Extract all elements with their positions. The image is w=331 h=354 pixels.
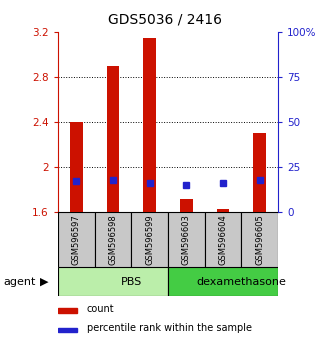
Bar bbox=[58, 267, 168, 296]
Bar bbox=[58, 212, 95, 267]
Bar bbox=[216, 209, 229, 212]
Bar bbox=[241, 212, 278, 267]
Bar bbox=[131, 212, 168, 267]
Bar bbox=[107, 66, 119, 212]
Bar bbox=[253, 133, 266, 212]
Bar bbox=[143, 38, 156, 212]
Text: dexamethasone: dexamethasone bbox=[196, 277, 286, 287]
Text: GSM596598: GSM596598 bbox=[109, 215, 118, 265]
Text: PBS: PBS bbox=[121, 277, 142, 287]
Bar bbox=[168, 212, 205, 267]
Text: percentile rank within the sample: percentile rank within the sample bbox=[86, 324, 252, 333]
Bar bbox=[180, 199, 193, 212]
Bar bbox=[58, 328, 77, 332]
Bar bbox=[205, 212, 241, 267]
Text: agent: agent bbox=[3, 277, 36, 287]
Bar bbox=[58, 308, 77, 313]
Text: GSM596599: GSM596599 bbox=[145, 215, 154, 265]
Text: GSM596603: GSM596603 bbox=[182, 215, 191, 265]
Text: GSM596604: GSM596604 bbox=[218, 215, 227, 265]
Bar bbox=[95, 212, 131, 267]
Text: ▶: ▶ bbox=[40, 277, 48, 287]
Text: count: count bbox=[86, 304, 114, 314]
Bar bbox=[70, 122, 83, 212]
Text: GSM596597: GSM596597 bbox=[72, 215, 81, 265]
Text: GDS5036 / 2416: GDS5036 / 2416 bbox=[109, 12, 222, 27]
Bar bbox=[168, 267, 278, 296]
Text: GSM596605: GSM596605 bbox=[255, 215, 264, 265]
